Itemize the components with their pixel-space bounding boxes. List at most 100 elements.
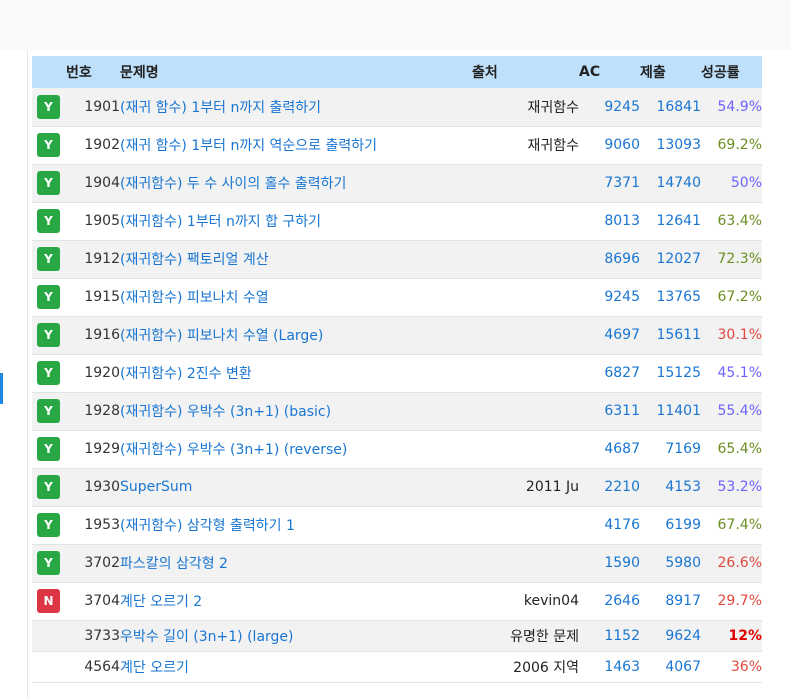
success-rate: 26.6% [717, 555, 762, 571]
submit-count[interactable]: 7169 [665, 441, 701, 457]
status-cell: Y [32, 202, 66, 240]
submit-count[interactable]: 12641 [656, 213, 701, 229]
problem-title-link[interactable]: (재귀 함수) 1부터 n까지 출력하기 [120, 99, 322, 116]
header-number[interactable]: 번호 [66, 65, 92, 81]
ac-count[interactable]: 9245 [604, 289, 640, 305]
success-rate: 69.2% [717, 137, 762, 153]
submit-count[interactable]: 6199 [665, 517, 701, 533]
problem-title-link[interactable]: (재귀함수) 두 수 사이의 홀수 출력하기 [120, 176, 347, 192]
success-rate: 30.1% [717, 327, 762, 343]
problem-title-link[interactable]: (재귀함수) 우박수 (3n+1) (basic) [120, 404, 332, 420]
problem-number: 1953 [84, 517, 120, 533]
table-row: 3733 우박수 길이 (3n+1) (large) 유명한 문제 1152 9624 1… [32, 620, 762, 651]
submit-count[interactable]: 12027 [656, 251, 701, 267]
submit-count[interactable]: 16841 [656, 98, 701, 115]
success-rate: 12% [728, 627, 762, 644]
status-cell: Y [32, 354, 66, 392]
ac-count[interactable]: 1152 [604, 627, 640, 644]
submit-count[interactable]: 15611 [656, 327, 701, 343]
ac-count[interactable]: 9060 [604, 137, 640, 153]
problem-number: 1905 [84, 213, 120, 229]
solved-badge: Y [37, 247, 60, 271]
submit-count[interactable]: 4067 [665, 658, 701, 675]
problem-title-cell: SuperSum [120, 468, 472, 506]
problem-title-cell: (재귀함수) 팩토리얼 계산 [120, 240, 472, 278]
ac-count[interactable]: 2210 [604, 479, 640, 495]
ac-count[interactable]: 4687 [604, 441, 640, 457]
submit-count[interactable]: 5980 [665, 555, 701, 571]
solved-badge: Y [37, 475, 60, 499]
problem-title-link[interactable]: 파스칼의 삼각형 2 [120, 556, 228, 572]
table-header-row: 번호 문제명 출처 AC 제출 성공률 [32, 56, 762, 88]
problem-source [472, 544, 579, 582]
problem-title-link[interactable]: 우박수 길이 (3n+1) (large) [120, 628, 294, 645]
top-bar [0, 0, 791, 50]
header-ac[interactable]: AC [579, 64, 601, 80]
problem-title-cell: 계단 오르기 [120, 651, 472, 682]
solved-badge: Y [37, 209, 60, 233]
problem-title-cell: (재귀 함수) 1부터 n까지 출력하기 [120, 88, 472, 126]
problem-number: 4564 [84, 658, 120, 675]
problem-title-cell: (재귀 함수) 1부터 n까지 역순으로 출력하기 [120, 126, 472, 164]
table-row: Y 1915 (재귀함수) 피보나치 수열 9245 13765 67.2% [32, 278, 762, 316]
ac-count[interactable]: 6827 [604, 365, 640, 381]
solved-badge: Y [37, 399, 60, 423]
ac-count[interactable]: 8696 [604, 251, 640, 267]
problem-source [472, 278, 579, 316]
ac-count[interactable]: 4176 [604, 517, 640, 533]
ac-count[interactable]: 2646 [604, 593, 640, 609]
problem-title-cell: 우박수 길이 (3n+1) (large) [120, 620, 472, 651]
ac-count[interactable]: 9245 [604, 98, 640, 115]
ac-count[interactable]: 8013 [604, 213, 640, 229]
header-source[interactable]: 출처 [472, 65, 498, 81]
success-rate: 67.4% [717, 517, 762, 533]
problem-title-link[interactable]: (재귀함수) 우박수 (3n+1) (reverse) [120, 442, 348, 458]
problem-title-link[interactable]: (재귀함수) 팩토리얼 계산 [120, 252, 269, 268]
ac-count[interactable]: 4697 [604, 327, 640, 343]
problem-title-link[interactable]: 계단 오르기 2 [120, 594, 203, 610]
submit-count[interactable]: 11401 [656, 403, 701, 419]
submit-count[interactable]: 13765 [656, 289, 701, 305]
success-rate: 65.4% [717, 441, 762, 457]
problem-title-link[interactable]: (재귀 함수) 1부터 n까지 역순으로 출력하기 [120, 138, 378, 154]
header-rate[interactable]: 성공률 [701, 65, 740, 81]
problem-number: 1901 [84, 98, 120, 115]
submit-count[interactable]: 8917 [665, 593, 701, 609]
submit-count[interactable]: 4153 [665, 479, 701, 495]
problem-title-link[interactable]: (재귀함수) 2진수 변환 [120, 366, 252, 382]
problem-title-cell: (재귀함수) 1부터 n까지 합 구하기 [120, 202, 472, 240]
status-cell: Y [32, 126, 66, 164]
ac-count[interactable]: 6311 [604, 403, 640, 419]
problem-source: 재귀함수 [527, 138, 579, 154]
problem-source: 2006 지역 [513, 659, 579, 676]
ac-count[interactable]: 7371 [604, 175, 640, 191]
problem-title-link[interactable]: (재귀함수) 1부터 n까지 합 구하기 [120, 214, 322, 230]
table-row: Y 1929 (재귀함수) 우박수 (3n+1) (reverse) 4687 7169… [32, 430, 762, 468]
problem-number: 1912 [84, 251, 120, 267]
solved-badge: Y [37, 171, 60, 195]
ac-count[interactable]: 1463 [604, 658, 640, 675]
header-submit[interactable]: 제출 [640, 65, 666, 81]
submit-count[interactable]: 9624 [665, 627, 701, 644]
problem-title-link[interactable]: 계단 오르기 [120, 659, 189, 676]
success-rate: 53.2% [717, 479, 762, 495]
status-cell: N [32, 582, 66, 620]
ac-count[interactable]: 1590 [604, 555, 640, 571]
status-cell: Y [32, 88, 66, 126]
problem-source [472, 392, 579, 430]
problem-number: 3733 [84, 627, 120, 644]
submit-count[interactable]: 13093 [656, 137, 701, 153]
problem-number: 1928 [84, 403, 120, 419]
problem-source [472, 164, 579, 202]
success-rate: 55.4% [717, 403, 762, 419]
problem-title-link[interactable]: SuperSum [120, 479, 193, 495]
submit-count[interactable]: 15125 [656, 365, 701, 381]
problem-number: 3704 [84, 593, 120, 609]
submit-count[interactable]: 14740 [656, 175, 701, 191]
problem-title-link[interactable]: (재귀함수) 삼각형 출력하기 1 [120, 518, 295, 534]
problem-title-link[interactable]: (재귀함수) 피보나치 수열 (Large) [120, 328, 324, 344]
problem-title-link[interactable]: (재귀함수) 피보나치 수열 [120, 290, 269, 306]
table-row: Y 1928 (재귀함수) 우박수 (3n+1) (basic) 6311 11401 5… [32, 392, 762, 430]
header-title[interactable]: 문제명 [120, 65, 159, 81]
success-rate: 63.4% [717, 213, 762, 229]
